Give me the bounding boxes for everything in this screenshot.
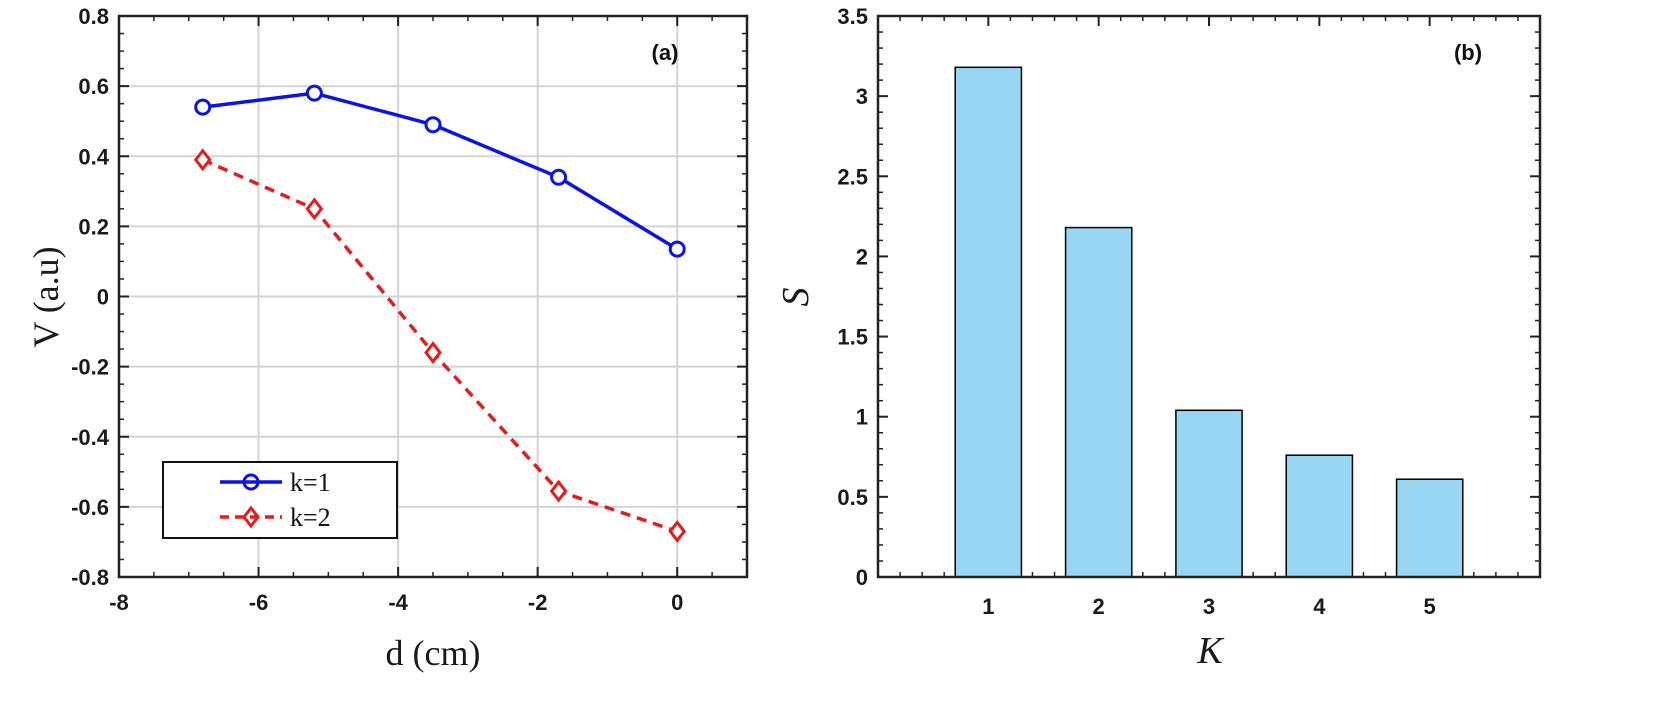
y-tick-label: 0.6 (78, 74, 109, 99)
data-point-circle (194, 98, 212, 116)
x-tick-label: 4 (1313, 594, 1326, 619)
data-point-diamond (424, 341, 442, 365)
y-tick-label: 0.5 (837, 485, 868, 510)
panel-a-y-axis-title: V (a.u) (26, 246, 66, 347)
y-tick-label: 3 (856, 84, 868, 109)
panel-b-bars (954, 66, 1464, 578)
x-tick-label: -8 (109, 590, 129, 615)
data-point-diamond (549, 479, 568, 503)
panel-a-line-chart: -8 -6 -4 -2 0 -0.8-0.6-0.4-0.200.20.40.60.8 … (26, 4, 749, 673)
panel-b-y-axis-title: S (775, 288, 817, 307)
y-tick-label: 2.5 (837, 164, 868, 189)
legend-k2-marker-diamond (242, 505, 260, 529)
y-tick-label: 1.5 (837, 325, 868, 350)
y-tick-label: 0.2 (78, 214, 109, 239)
y-tick-label: 1 (856, 405, 868, 430)
y-tick-label: 2 (856, 244, 868, 269)
panel-a-x-axis-title: d (cm) (386, 633, 481, 673)
panel-b-label: (b) (1454, 40, 1482, 65)
legend-box (162, 461, 398, 539)
data-point-circle (550, 168, 568, 186)
x-tick-label: 3 (1203, 594, 1215, 619)
legend-k2-label: k=2 (290, 503, 331, 532)
data-point-circle (424, 116, 442, 134)
x-tick-label: -6 (249, 590, 269, 615)
bar-4 (1285, 454, 1354, 578)
data-point-circle (305, 84, 323, 102)
y-tick-label: -0.2 (71, 355, 109, 380)
data-point-diamond (668, 519, 687, 543)
panel-a-label: (a) (652, 40, 679, 65)
panel-a-grid (119, 16, 747, 577)
panel-b-plot-frame (876, 14, 1542, 579)
y-tick-label: 0.4 (78, 144, 109, 169)
bar-3 (1175, 409, 1243, 578)
series-k=1 (194, 84, 686, 258)
panel-b-x-tick-labels: 1 2 3 4 5 (982, 594, 1436, 619)
data-point-diamond (305, 197, 324, 221)
y-tick-label: -0.4 (71, 425, 110, 450)
panel-b-x-axis-title: K (1196, 630, 1224, 672)
y-tick-label: 0 (856, 565, 868, 590)
panel-b-y-tick-labels: 0 0.5 1 1.5 2 2.5 3 3.5 (837, 4, 868, 590)
x-tick-label: 1 (982, 594, 994, 619)
data-point-circle (668, 240, 686, 258)
bar-5 (1395, 478, 1464, 578)
x-tick-label: 5 (1424, 594, 1436, 619)
legend-k1-marker-circle (242, 473, 260, 491)
series-k=2 (193, 148, 687, 543)
y-tick-label: 0.8 (78, 4, 109, 29)
panel-a-plot-frame (117, 14, 749, 579)
x-tick-label: -2 (528, 590, 548, 615)
data-point-diamond (193, 148, 212, 172)
panel-a-legend: k=1 k=2 (162, 461, 398, 539)
x-tick-label: 0 (671, 590, 683, 615)
bar-1 (954, 66, 1023, 578)
panel-a-y-tick-labels: -0.8 -0.6 -0.4 -0.2 0 0.2 0.4 0.6 0.8 (71, 4, 110, 590)
panel-b-bar-chart: 1 2 3 4 5 0 0.5 1 1.5 2 2.5 3 3.5 (b) K S (775, 4, 1542, 672)
legend-k1-label: k=1 (290, 468, 331, 497)
y-tick-label: -0.8 (71, 565, 109, 590)
bar-2 (1064, 226, 1133, 578)
x-tick-label: 2 (1093, 594, 1105, 619)
y-tick-label: 0 (97, 285, 109, 310)
panel-a-series (193, 84, 687, 543)
y-tick-label: 3.5 (837, 4, 868, 29)
y-tick-label: -0.6 (71, 495, 109, 520)
panel-a-x-tick-labels: -8 -6 -4 -2 0 (109, 590, 683, 615)
x-tick-label: -4 (388, 590, 408, 615)
